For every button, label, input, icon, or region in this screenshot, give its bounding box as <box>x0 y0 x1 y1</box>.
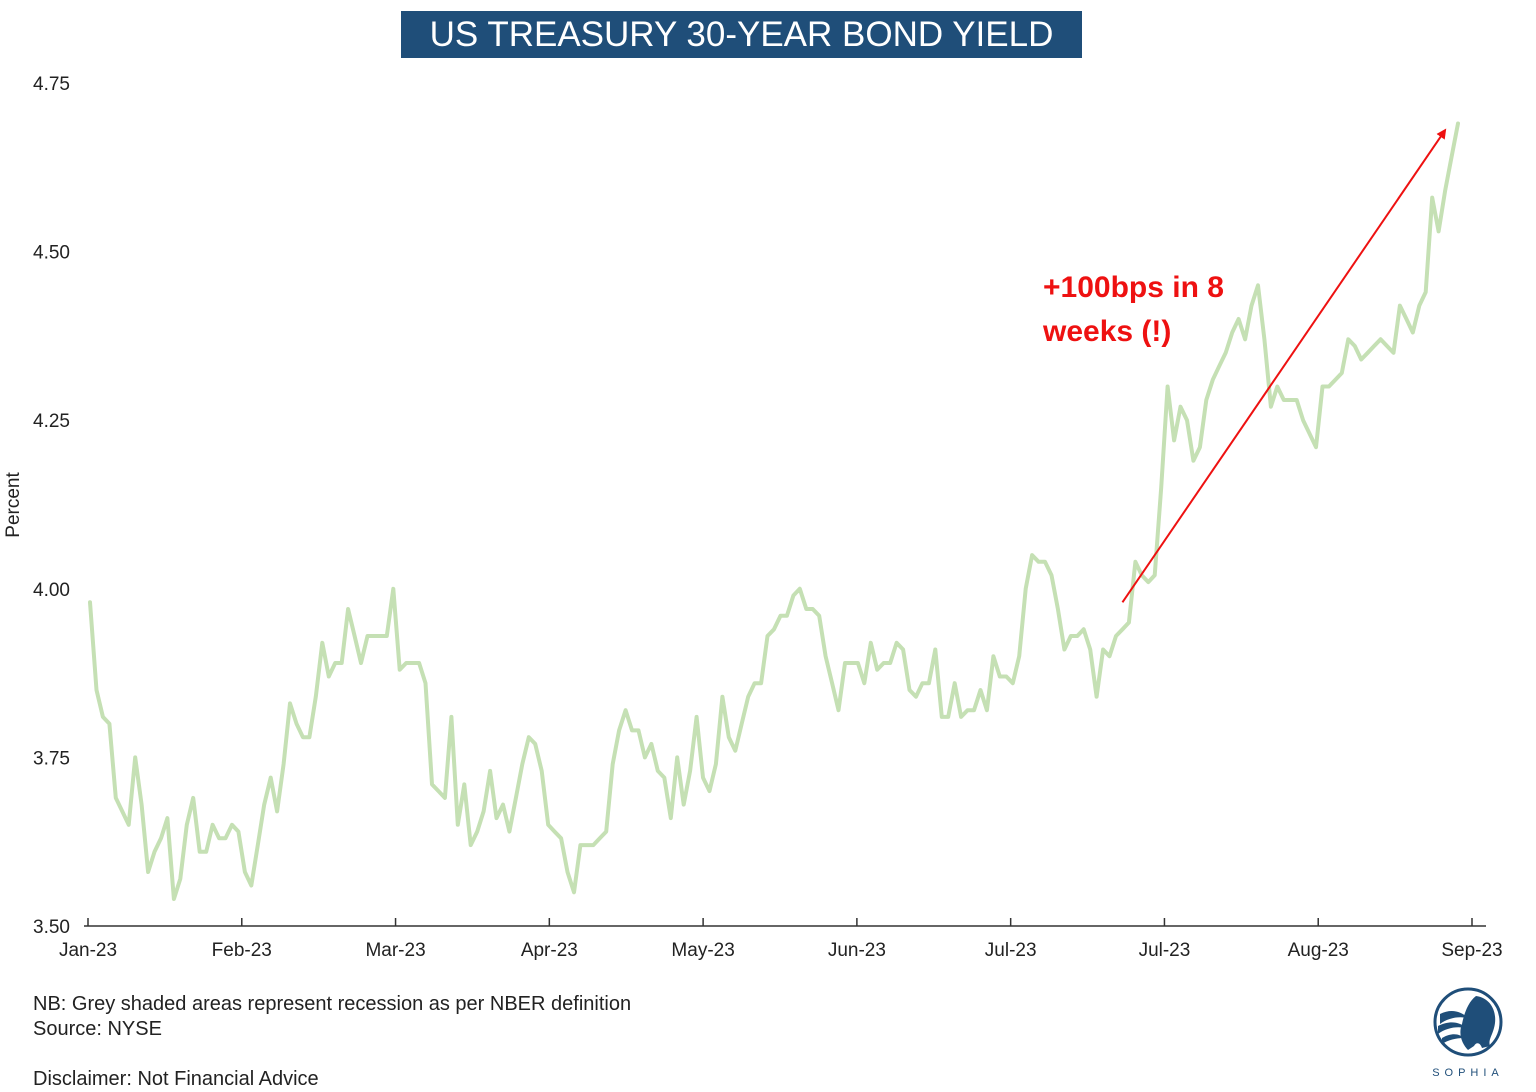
x-tick-label: Apr-23 <box>521 940 578 961</box>
x-tick-label: May-23 <box>671 940 734 961</box>
footer-source: Source: NYSE <box>33 1018 162 1040</box>
y-tick-label: 3.50 <box>33 917 70 938</box>
annotation-line-1: +100bps in 8 <box>1043 271 1224 304</box>
y-tick-label: 4.00 <box>33 580 70 601</box>
footer-note: NB: Grey shaded areas represent recessio… <box>33 993 632 1015</box>
chart-plot: 3.50 3.75 4.00 4.25 4.50 4.75 Jan-23 Feb-23 Mar… <box>3 74 1503 961</box>
annotation-line-2: weeks (!) <box>1043 315 1172 348</box>
footer-disclaimer: Disclaimer: Not Financial Advice <box>33 1068 319 1090</box>
annotation-label: +100bps in 8 weeks (!) <box>1043 266 1303 354</box>
x-tick-label: Jan-23 <box>59 940 117 961</box>
y-tick-label: 4.25 <box>33 411 70 432</box>
y-axis-label: Percent <box>3 472 24 538</box>
x-tick-label: Mar-23 <box>365 940 425 961</box>
y-axis: 3.50 3.75 4.00 4.25 4.50 4.75 <box>33 74 70 938</box>
sophia-profile-logo-icon <box>1438 996 1496 1050</box>
x-tick-label: Feb-23 <box>212 940 272 961</box>
x-tick-label: Aug-23 <box>1288 940 1349 961</box>
logo-ring-icon <box>1433 987 1503 1057</box>
logo-wordmark: SOPHIA <box>1432 1067 1504 1079</box>
chart-title-bar: US TREASURY 30-YEAR BOND YIELD <box>401 11 1082 58</box>
annotation-arrow <box>1121 128 1447 603</box>
y-tick-label: 4.75 <box>33 74 70 95</box>
x-tick-label: Jun-23 <box>828 940 886 961</box>
series-group <box>88 121 1460 901</box>
sophia-logo: SOPHIA <box>1418 984 1528 1084</box>
chart-title: US TREASURY 30-YEAR BOND YIELD <box>429 14 1054 54</box>
x-tick-label: Jul-23 <box>1139 940 1191 961</box>
x-tick-label: Sep-23 <box>1441 940 1502 961</box>
x-tick-label: Jul-23 <box>985 940 1037 961</box>
x-axis: Jan-23 Feb-23 Mar-23 Apr-23 May-23 Jun-23 Jul-… <box>59 918 1503 961</box>
series-line <box>88 121 1460 901</box>
y-tick-label: 3.75 <box>33 748 70 769</box>
annotation-arrow-group <box>1121 128 1447 603</box>
y-tick-label: 4.50 <box>33 243 70 264</box>
